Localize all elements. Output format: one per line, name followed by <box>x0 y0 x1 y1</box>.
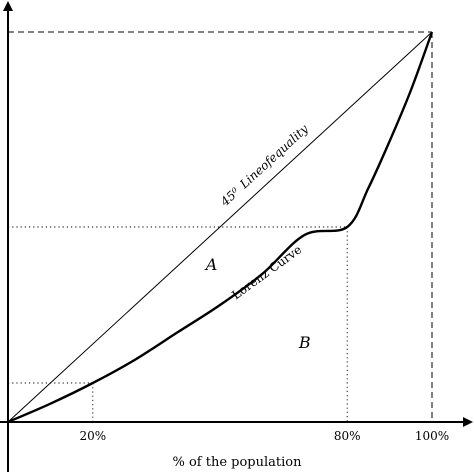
lorenz-curve-label: Lorenz Curve <box>229 242 304 302</box>
x-axis-title: % of the population <box>172 455 302 470</box>
equality-line-label: 45⁰Lineofequality <box>217 122 311 210</box>
equality-line-label-angle: 45⁰ <box>217 185 242 210</box>
equality-line-label-name: Lineofequality <box>236 122 311 192</box>
equality-line <box>7 31 433 423</box>
x-tick-labels: 20% 80% 100% <box>79 429 449 443</box>
region-label-b: B <box>298 333 311 352</box>
x-tick-label: 80% <box>334 429 361 443</box>
x-tick-label: 100% <box>415 429 449 443</box>
x-tick-label: 20% <box>79 429 106 443</box>
region-label-a: A <box>204 255 218 274</box>
lorenz-curve-line <box>7 31 434 424</box>
